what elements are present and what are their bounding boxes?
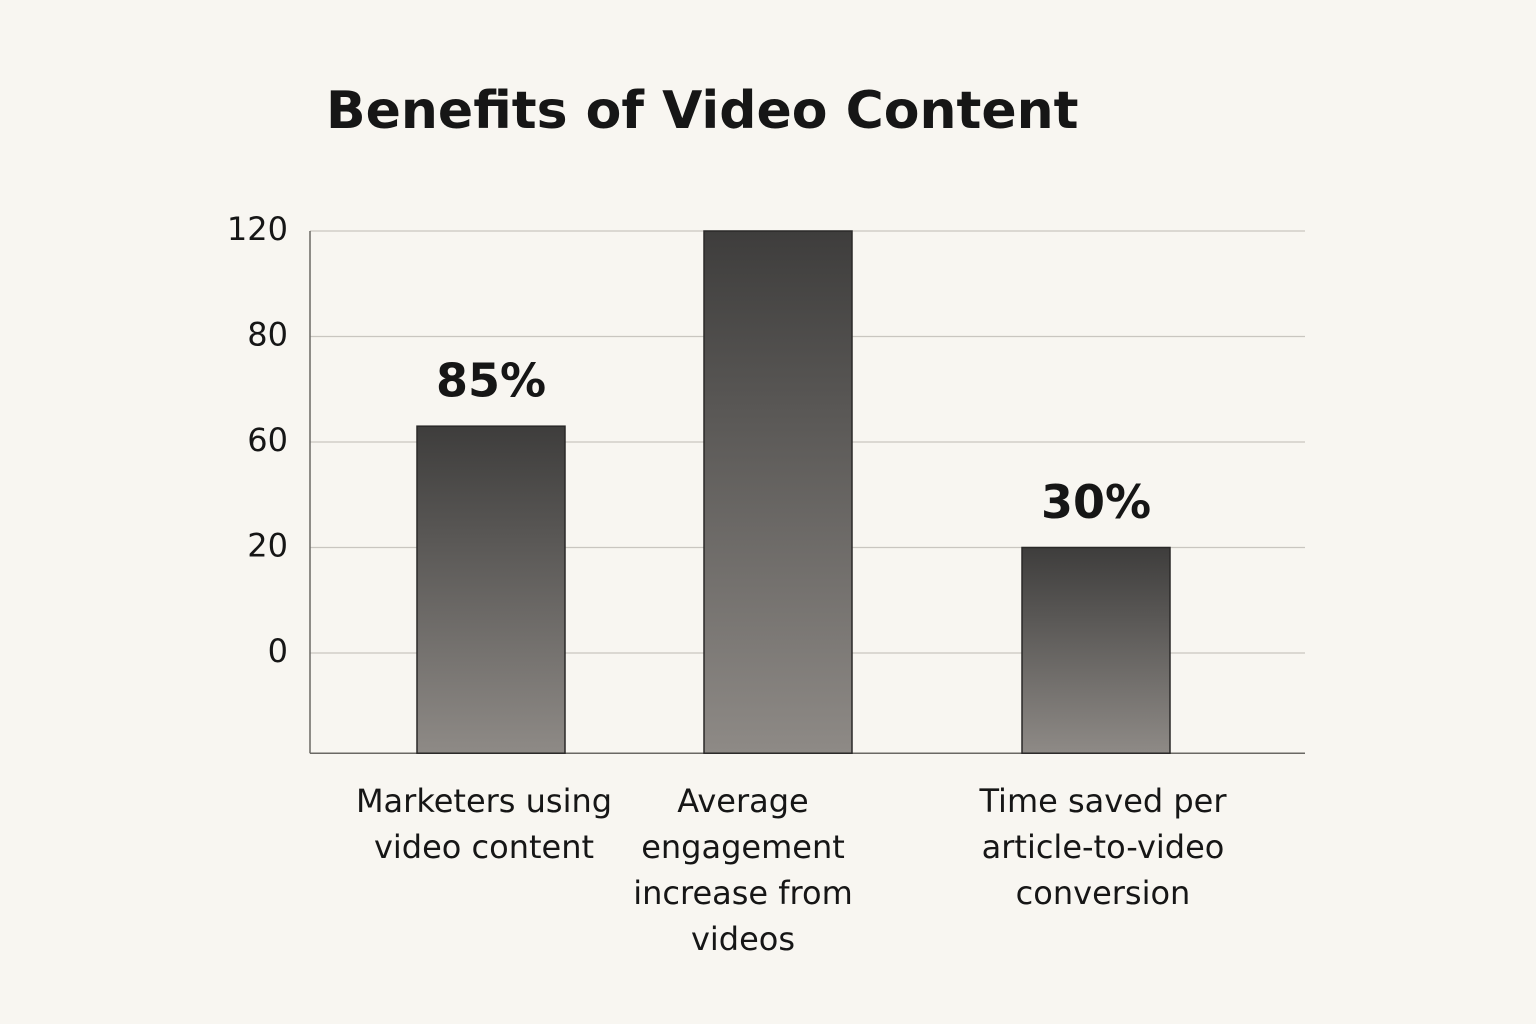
bar-annotation: 85%	[436, 354, 546, 408]
y-tick-label: 60	[247, 421, 288, 459]
y-tick-label: 120	[227, 210, 288, 248]
x-tick-label: Marketers using video content	[355, 782, 613, 866]
x-tick-label: Average engagement increase from videos	[633, 782, 853, 958]
bar-annotation: 30%	[1041, 475, 1151, 529]
x-tick-label: Time saved per article-to-video conversi…	[979, 782, 1227, 912]
y-tick-label: 80	[247, 316, 288, 354]
y-tick-label: 20	[247, 527, 288, 565]
bar	[703, 230, 853, 754]
bar	[1021, 546, 1171, 754]
chart-title: Benefits of Video Content	[326, 81, 1078, 141]
y-tick-label: 0	[268, 632, 288, 670]
bar	[416, 425, 566, 754]
